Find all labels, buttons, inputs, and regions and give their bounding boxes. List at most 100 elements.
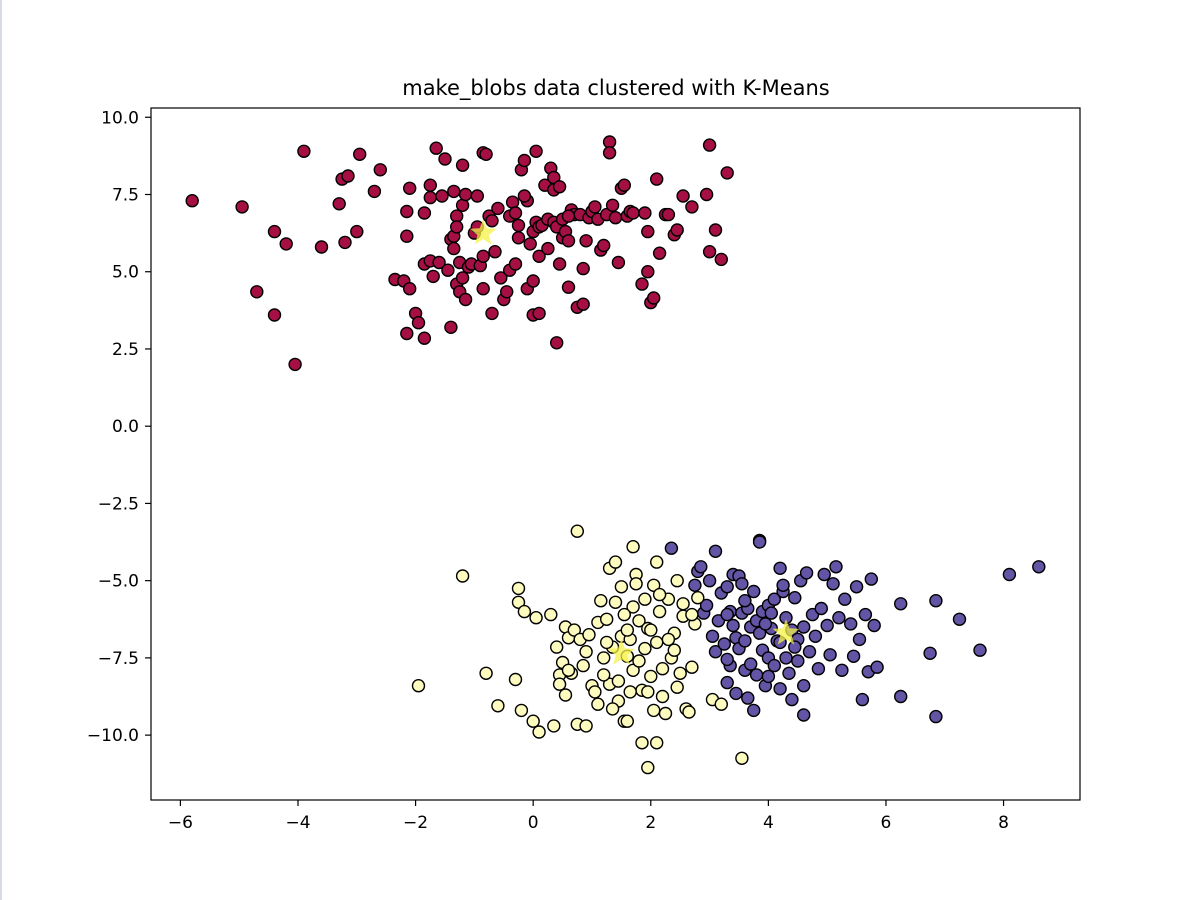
point-cluster-0-91 — [541, 241, 555, 256]
x-tick-label-6: 6 — [881, 813, 892, 833]
point-cluster-0-21 — [400, 204, 414, 219]
point-cluster-0-123 — [617, 178, 631, 192]
centroid-star-cluster-0 — [469, 219, 497, 245]
point-cluster-0-69 — [500, 285, 514, 299]
point-cluster-2-72 — [650, 736, 664, 750]
point-cluster-1-45 — [773, 561, 787, 575]
point-cluster-1-52 — [785, 692, 799, 707]
point-cluster-0-132 — [647, 291, 661, 305]
point-cluster-1-20 — [729, 686, 743, 701]
points-layer — [185, 135, 1046, 775]
point-cluster-2-64 — [685, 660, 699, 674]
point-cluster-2-70 — [635, 736, 649, 750]
plot-frame — [150, 107, 1081, 801]
point-cluster-0-42 — [447, 184, 461, 199]
point-cluster-1-5 — [699, 598, 714, 613]
point-cluster-2-1 — [411, 679, 426, 693]
point-cluster-0-98 — [552, 257, 567, 271]
point-cluster-1-98 — [758, 617, 773, 631]
point-cluster-2-89 — [591, 697, 605, 711]
point-cluster-0-143 — [702, 244, 717, 259]
y-tick-label-7: −7.5 — [98, 649, 139, 669]
point-cluster-1-76 — [852, 632, 867, 647]
chart-title: make_blobs data clustered with K-Means — [402, 76, 830, 101]
point-cluster-2-74 — [626, 540, 640, 554]
point-cluster-1-58 — [797, 679, 811, 693]
point-cluster-2-66 — [691, 591, 705, 605]
point-cluster-2-100 — [561, 663, 576, 677]
point-cluster-0-151 — [561, 209, 576, 223]
point-cluster-2-91 — [661, 632, 676, 647]
point-cluster-0-66 — [491, 201, 505, 216]
point-cluster-0-112 — [588, 200, 602, 214]
point-cluster-2-41 — [620, 714, 634, 728]
point-cluster-2-56 — [655, 689, 670, 704]
point-cluster-0-82 — [526, 274, 540, 288]
point-cluster-2-95 — [605, 702, 620, 716]
point-cluster-2-51 — [644, 669, 658, 684]
point-cluster-2-36 — [608, 595, 623, 609]
point-cluster-0-77 — [517, 153, 532, 168]
point-cluster-1-60 — [802, 645, 817, 659]
point-cluster-2-99 — [667, 643, 681, 657]
point-cluster-2-82 — [600, 635, 614, 650]
point-cluster-0-152 — [517, 189, 532, 203]
point-cluster-2-54 — [650, 635, 664, 650]
point-cluster-2-68 — [714, 697, 728, 711]
point-cluster-1-100 — [738, 594, 752, 608]
point-cluster-0-28 — [417, 206, 432, 220]
point-cluster-1-77 — [855, 692, 870, 707]
centroid-star-cluster-1 — [772, 619, 800, 645]
point-cluster-1-13 — [720, 580, 734, 594]
x-tick-label-4: 2 — [645, 813, 656, 833]
point-cluster-0-0 — [185, 193, 199, 208]
point-cluster-0-14 — [353, 147, 367, 162]
point-cluster-1-69 — [829, 560, 843, 574]
point-cluster-1-64 — [814, 601, 828, 616]
point-cluster-2-28 — [588, 685, 602, 699]
point-cluster-2-6 — [511, 595, 526, 609]
point-cluster-2-4 — [508, 672, 523, 687]
centroids-layer — [469, 219, 800, 665]
point-cluster-2-76 — [617, 607, 631, 622]
y-tick-label-0: 10.0 — [101, 108, 139, 128]
point-cluster-1-66 — [820, 618, 834, 633]
point-cluster-1-73 — [844, 617, 858, 631]
point-cluster-2-81 — [632, 654, 646, 668]
point-cluster-1-75 — [849, 580, 864, 594]
point-cluster-0-64 — [485, 214, 499, 228]
point-cluster-1-63 — [811, 662, 826, 676]
point-cluster-2-53 — [647, 703, 661, 718]
point-cluster-2-97 — [620, 623, 634, 637]
point-cluster-2-31 — [597, 651, 611, 665]
x-tick-label-2: −2 — [403, 813, 428, 833]
point-cluster-0-126 — [626, 206, 640, 220]
point-cluster-1-101 — [788, 640, 802, 654]
point-cluster-0-120 — [608, 210, 623, 225]
point-cluster-2-98 — [652, 587, 667, 602]
point-cluster-2-12 — [544, 607, 558, 622]
y-tick-label-2: 5.0 — [112, 263, 139, 283]
point-cluster-1-30 — [747, 584, 761, 599]
point-cluster-2-73 — [650, 555, 664, 569]
point-cluster-0-5 — [279, 237, 293, 251]
point-cluster-0-153 — [576, 297, 590, 311]
point-cluster-2-61 — [673, 666, 687, 680]
point-cluster-1-81 — [867, 618, 881, 633]
point-cluster-0-50 — [455, 271, 470, 285]
point-cluster-2-0 — [455, 569, 470, 583]
point-cluster-2-16 — [552, 677, 567, 691]
point-cluster-2-11 — [532, 725, 546, 739]
point-cluster-1-7 — [705, 629, 720, 643]
point-cluster-0-35 — [435, 189, 449, 203]
point-cluster-2-93 — [614, 580, 629, 594]
x-tick-label-7: 8 — [998, 813, 1009, 833]
y-tick-label-8: −10.0 — [87, 726, 139, 746]
point-cluster-0-109 — [579, 234, 593, 248]
point-cluster-1-62 — [808, 629, 823, 643]
point-cluster-2-14 — [550, 640, 564, 654]
point-cluster-1-74 — [846, 649, 861, 663]
point-cluster-0-41 — [447, 241, 461, 256]
point-cluster-2-23 — [570, 524, 584, 538]
